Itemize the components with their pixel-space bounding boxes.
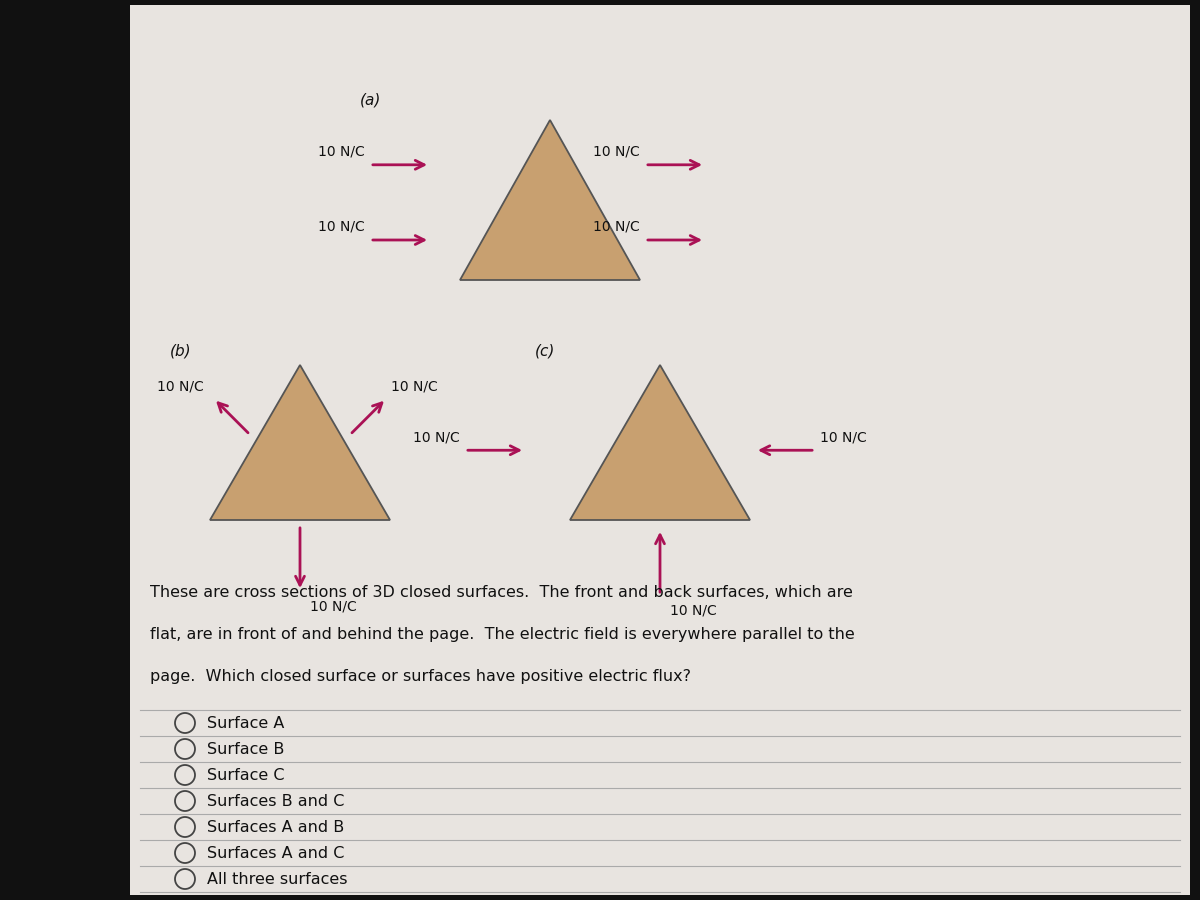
Text: 10 N/C: 10 N/C	[318, 220, 365, 234]
Text: (a): (a)	[360, 93, 382, 108]
Polygon shape	[460, 120, 640, 280]
Text: 10 N/C: 10 N/C	[593, 220, 640, 234]
Text: 10 N/C: 10 N/C	[413, 430, 460, 445]
Text: All three surfaces: All three surfaces	[208, 871, 348, 886]
Text: flat, are in front of and behind the page.  The electric field is everywhere par: flat, are in front of and behind the pag…	[150, 627, 854, 642]
Text: Surfaces A and C: Surfaces A and C	[208, 845, 344, 860]
Text: Surface C: Surface C	[208, 768, 284, 782]
Text: 10 N/C: 10 N/C	[318, 145, 365, 158]
Text: 10 N/C: 10 N/C	[593, 145, 640, 158]
Text: Surface A: Surface A	[208, 716, 284, 731]
FancyBboxPatch shape	[130, 5, 1190, 895]
Text: 10 N/C: 10 N/C	[391, 380, 438, 393]
Text: Surfaces B and C: Surfaces B and C	[208, 794, 344, 808]
Text: page.  Which closed surface or surfaces have positive electric flux?: page. Which closed surface or surfaces h…	[150, 669, 691, 684]
Text: (c): (c)	[535, 343, 556, 358]
Text: Surface B: Surface B	[208, 742, 284, 757]
Polygon shape	[570, 365, 750, 520]
Polygon shape	[210, 365, 390, 520]
Text: 10 N/C: 10 N/C	[310, 599, 356, 613]
Text: (b): (b)	[170, 343, 192, 358]
Text: These are cross sections of 3D closed surfaces.  The front and back surfaces, wh: These are cross sections of 3D closed su…	[150, 585, 853, 600]
Text: 10 N/C: 10 N/C	[157, 380, 204, 393]
Text: 10 N/C: 10 N/C	[670, 603, 716, 617]
Text: Surfaces A and B: Surfaces A and B	[208, 820, 344, 834]
Text: 10 N/C: 10 N/C	[820, 430, 866, 445]
